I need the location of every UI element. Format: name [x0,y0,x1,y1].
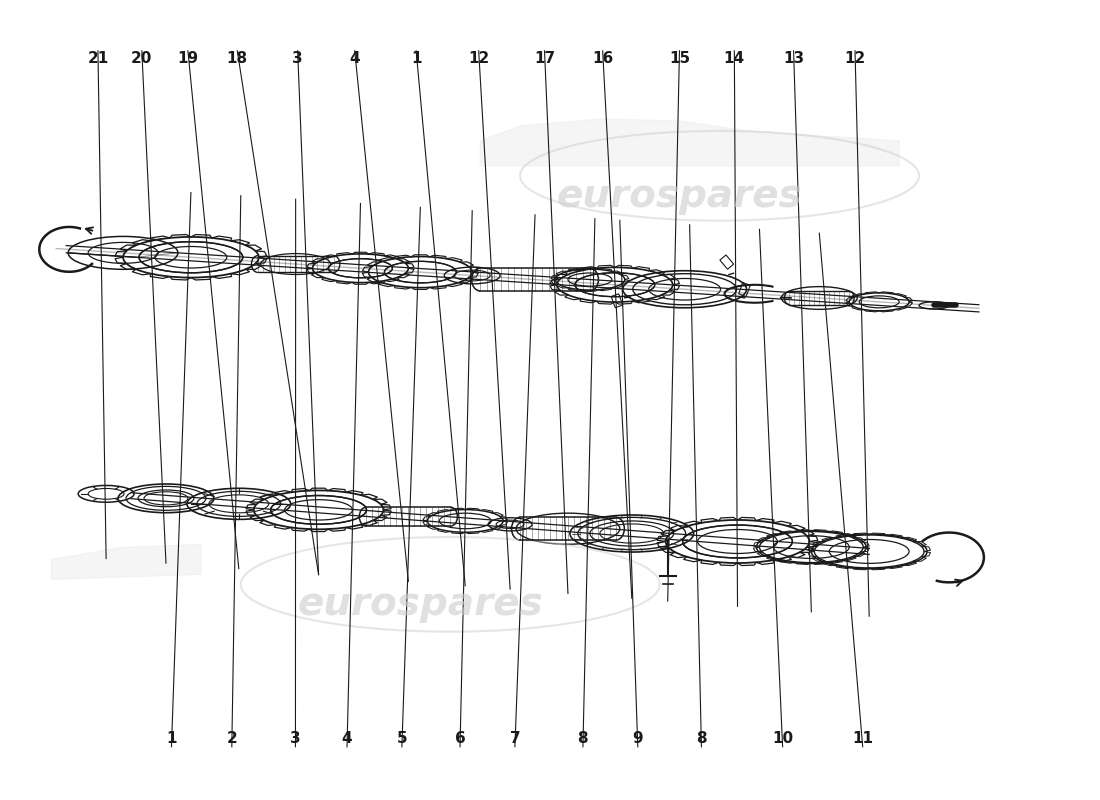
Text: 5: 5 [397,731,407,746]
Text: 15: 15 [669,51,690,66]
Text: 4: 4 [350,51,360,66]
Text: eurospares: eurospares [557,177,803,214]
Text: 20: 20 [131,51,153,66]
Text: 2: 2 [227,731,238,746]
Text: 12: 12 [469,51,490,66]
Text: 14: 14 [724,51,745,66]
Text: 18: 18 [227,51,248,66]
Text: 21: 21 [87,51,109,66]
Text: 8: 8 [578,731,588,746]
Text: 13: 13 [783,51,804,66]
Bar [612,294,623,308]
Text: 3: 3 [293,51,303,66]
Text: eurospares: eurospares [297,586,543,623]
Bar [739,282,750,297]
Text: 6: 6 [454,731,465,746]
Text: 11: 11 [852,731,873,746]
Text: 7: 7 [509,731,520,746]
Text: 4: 4 [342,731,352,746]
Text: 9: 9 [632,731,644,746]
Text: 1: 1 [411,51,421,66]
Text: 8: 8 [696,731,706,746]
Text: 16: 16 [592,51,614,66]
Text: 1: 1 [166,731,177,746]
Text: 12: 12 [845,51,866,66]
Text: 17: 17 [534,51,556,66]
Text: 10: 10 [772,731,793,746]
Text: 3: 3 [290,731,300,746]
Polygon shape [52,545,201,579]
Bar [719,255,734,270]
Text: 19: 19 [177,51,198,66]
Polygon shape [481,119,899,166]
